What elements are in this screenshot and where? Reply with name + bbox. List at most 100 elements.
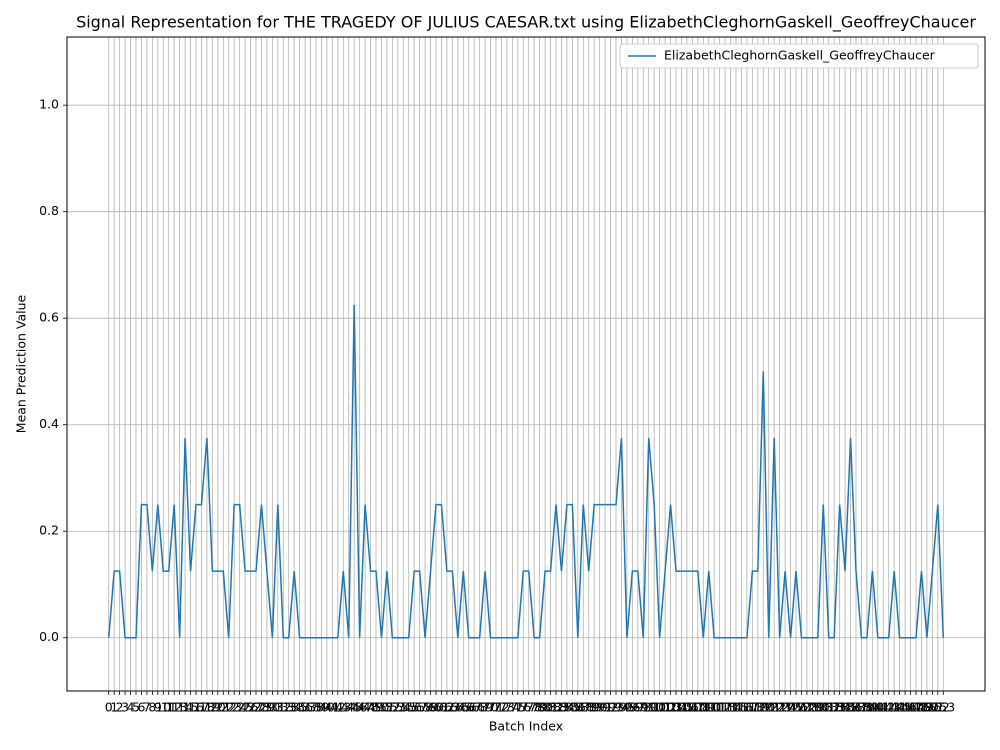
x-tick-label: 103 — [659, 700, 683, 715]
x-tick-label: 145 — [888, 700, 912, 715]
x-tick-label: 57 — [412, 700, 428, 715]
x-tick-label: 21 — [215, 700, 231, 715]
x-tick-label: 41 — [324, 700, 340, 715]
x-tick-label: 104 — [664, 700, 688, 715]
x-tick-label: 132 — [817, 700, 841, 715]
x-tick-label: 85 — [564, 700, 580, 715]
x-tick-label: 80 — [537, 700, 553, 715]
x-tick-label: 125 — [779, 700, 803, 715]
x-tick-label: 89 — [586, 700, 602, 715]
plot-frame — [66, 36, 986, 692]
x-tick-label: 53 — [390, 700, 406, 715]
x-tick-label: 67 — [466, 700, 482, 715]
x-tick-label: 77 — [521, 700, 537, 715]
x-tick-label: 148 — [904, 700, 928, 715]
x-tick-label: 2 — [116, 700, 124, 715]
x-tick-label: 23 — [226, 700, 242, 715]
x-tick-label: 1 — [110, 700, 118, 715]
x-tick-label: 115 — [724, 700, 748, 715]
x-tick-label: 70 — [483, 700, 499, 715]
x-tick-label: 34 — [286, 700, 302, 715]
x-tick-label: 19 — [204, 700, 220, 715]
x-tick-label: 9 — [154, 700, 162, 715]
x-tick-label: 39 — [314, 700, 330, 715]
x-tick-label: 66 — [461, 700, 477, 715]
x-tick-label: 22 — [221, 700, 237, 715]
x-tick-label: 0 — [105, 700, 113, 715]
x-tick-label: 14 — [177, 700, 193, 715]
x-tick-label: 118 — [740, 700, 764, 715]
x-tick-label: 36 — [297, 700, 313, 715]
chart-title: Signal Representation for THE TRAGEDY OF… — [76, 13, 976, 33]
x-tick-label: 27 — [248, 700, 264, 715]
x-tick-label: 73 — [499, 700, 515, 715]
x-tick-label: 28 — [254, 700, 270, 715]
y-tick-label: 0.8 — [39, 203, 59, 218]
x-tick-label: 71 — [488, 700, 504, 715]
x-tick-label: 101 — [648, 700, 672, 715]
x-tick-label: 129 — [800, 700, 824, 715]
x-tick-label: 16 — [188, 700, 204, 715]
x-tick-label: 72 — [494, 700, 510, 715]
x-tick-label: 108 — [686, 700, 710, 715]
x-tick-label: 38 — [308, 700, 324, 715]
x-tick-label: 62 — [439, 700, 455, 715]
x-tick-label: 143 — [877, 700, 901, 715]
x-tick-label: 49 — [368, 700, 384, 715]
x-tick-label: 78 — [526, 700, 542, 715]
x-tick-label: 56 — [406, 700, 422, 715]
x-tick-label: 110 — [697, 700, 721, 715]
y-tick-label: 0.4 — [39, 416, 59, 431]
legend-label: ElizabethCleghornGaskell_GeoffreyChaucer — [664, 48, 936, 63]
x-tick-label: 149 — [910, 700, 934, 715]
x-tick-label: 69 — [477, 700, 493, 715]
x-tick-label: 18 — [199, 700, 215, 715]
y-axis-label: Mean Prediction Value — [14, 294, 29, 433]
line-series — [107, 304, 945, 639]
x-tick-label: 60 — [428, 700, 444, 715]
x-tick-label: 140 — [860, 700, 884, 715]
x-tick-label: 117 — [735, 700, 759, 715]
x-tick-label: 37 — [303, 700, 319, 715]
y-tick-label: 0.6 — [39, 310, 59, 325]
x-tick-label: 106 — [675, 700, 699, 715]
x-tick-label: 120 — [751, 700, 775, 715]
x-tick-label: 134 — [828, 700, 852, 715]
x-tick-label: 3 — [121, 700, 129, 715]
x-tick-label: 75 — [510, 700, 526, 715]
x-tick-label: 97 — [630, 700, 646, 715]
x-tick-label: 48 — [363, 700, 379, 715]
x-tick-label: 138 — [850, 700, 874, 715]
x-tick-label: 35 — [292, 700, 308, 715]
x-tick-label: 8 — [148, 700, 156, 715]
x-tick-label: 74 — [504, 700, 520, 715]
x-tick-label: 107 — [680, 700, 704, 715]
x-tick-label: 20 — [210, 700, 226, 715]
y-tick-label: 0.0 — [39, 629, 59, 644]
x-tick-label: 112 — [708, 700, 732, 715]
x-tick-label: 17 — [194, 700, 210, 715]
y-tick-label: 1.0 — [39, 97, 59, 112]
x-tick-label: 141 — [866, 700, 890, 715]
x-tick-label: 55 — [401, 700, 417, 715]
x-tick-label: 123 — [768, 700, 792, 715]
x-tick-label: 114 — [719, 700, 743, 715]
x-tick-label: 54 — [395, 700, 411, 715]
x-tick-label: 113 — [713, 700, 737, 715]
x-tick-label: 116 — [730, 700, 754, 715]
x-tick-label: 95 — [619, 700, 635, 715]
x-tick-label: 128 — [795, 700, 819, 715]
x-tick-label: 31 — [270, 700, 286, 715]
x-tick-label: 144 — [882, 700, 906, 715]
x-tick-label: 6 — [137, 700, 145, 715]
x-tick-label: 131 — [811, 700, 835, 715]
x-tick-label: 139 — [855, 700, 879, 715]
x-tick-label: 142 — [871, 700, 895, 715]
x-tick-label: 94 — [614, 700, 630, 715]
x-tick-label: 81 — [543, 700, 559, 715]
x-tick-label: 26 — [243, 700, 259, 715]
x-tick-label: 121 — [757, 700, 781, 715]
x-tick-label: 146 — [893, 700, 917, 715]
x-tick-label: 13 — [172, 700, 188, 715]
